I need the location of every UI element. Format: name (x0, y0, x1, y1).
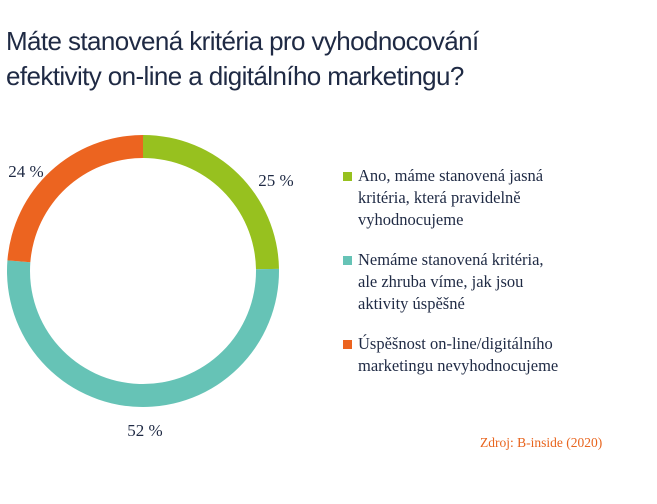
slice-percent-label: 25 % (258, 171, 293, 190)
legend-item-nemame: Nemáme stanovená kritéria, ale zhruba ví… (343, 249, 643, 315)
legend-swatch-nemame (343, 256, 352, 265)
legend-label-line: Ano, máme stanovená jasná (358, 166, 544, 185)
legend-label-line: Úspěšnost on-line/digitálního (358, 334, 553, 353)
legend-label-line: Nemáme stanovená kritéria, (358, 250, 544, 269)
slice-percent-label: 52 % (127, 421, 162, 440)
legend-label-line: ale zhruba víme, jak jsou (358, 272, 524, 291)
legend-label-line: marketingu nevyhodnocujeme (358, 356, 559, 375)
legend-swatch-ano (343, 172, 352, 181)
donut-slice (143, 135, 279, 270)
source-note: Zdroj: B-inside (2020) (480, 435, 603, 450)
donut-chart: 25 % 52 % 24 % (6, 135, 294, 440)
legend-item-nevyhodnocujeme: Úspěšnost on-line/digitálního marketingu… (343, 333, 643, 377)
legend-label-line: kritéria, která pravidelně (358, 188, 521, 207)
chart-legend: Ano, máme stanovená jasná kritéria, kter… (343, 165, 643, 395)
chart-title: Máte stanovená kritéria pro vyhodnocován… (6, 24, 646, 94)
slice-percent-label: 24 % (8, 162, 43, 181)
chart-title-line-2: efektivity on-line a digitálního marketi… (6, 61, 464, 91)
legend-label-line: aktivity úspěšné (358, 294, 465, 313)
legend-label-line: vyhodnocujeme (358, 210, 464, 229)
chart-title-line-1: Máte stanovená kritéria pro vyhodnocován… (6, 26, 479, 56)
legend-swatch-nevyhodnocujeme (343, 340, 352, 349)
donut-slice (7, 135, 144, 263)
donut-slice (6, 260, 280, 408)
legend-item-ano: Ano, máme stanovená jasná kritéria, kter… (343, 165, 643, 231)
